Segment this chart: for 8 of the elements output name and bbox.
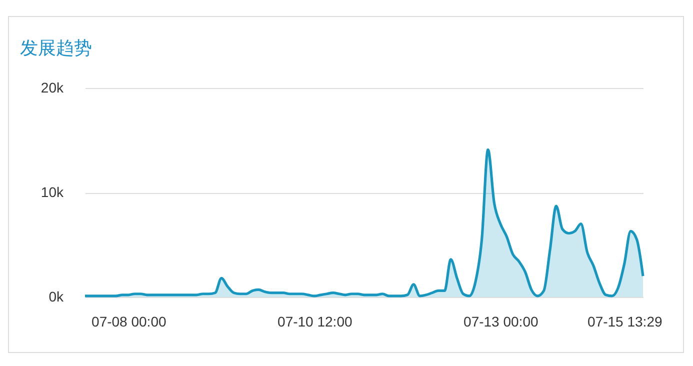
y-tick-label: 0k (48, 288, 64, 304)
x-tick-label: 07-15 13:29 (588, 314, 662, 330)
y-tick-label: 10k (40, 184, 64, 200)
x-tick-label: 07-08 00:00 (92, 314, 166, 330)
x-tick-label: 07-10 12:00 (278, 314, 352, 330)
x-tick-label: 07-13 00:00 (464, 314, 538, 330)
chart-title: 发展趋势 (20, 37, 92, 60)
y-tick-label: 20k (40, 80, 64, 96)
